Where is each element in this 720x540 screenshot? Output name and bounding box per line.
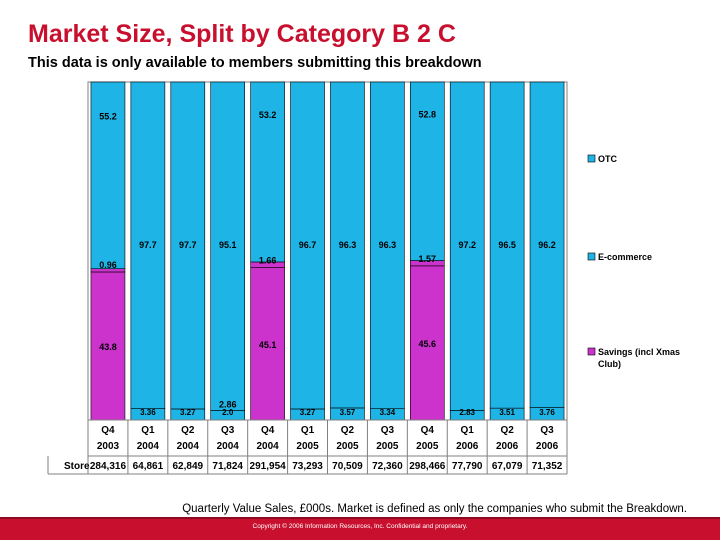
- tick-label-year: 2005: [336, 441, 359, 452]
- bar-segment-otc: [290, 81, 325, 410]
- data-label-small: 3.51: [499, 408, 515, 417]
- tick-label-quarter: Q3: [540, 425, 554, 436]
- tick-label-quarter: Q4: [101, 425, 115, 436]
- bar-segment-otc: [529, 81, 565, 408]
- page-title: Market Size, Split by Category B 2 C: [28, 20, 456, 48]
- data-label-otc: 96.3: [379, 240, 397, 250]
- data-label-ecommerce: 1.66: [259, 256, 277, 266]
- bar-segment-otc: [330, 81, 365, 409]
- data-label-small: 3.27: [300, 408, 316, 417]
- legend-label: Savings (incl Xmas Club): [598, 347, 680, 369]
- store-value: 73,293: [292, 461, 323, 472]
- tick-label-quarter: Q3: [221, 425, 235, 436]
- data-label-small: 3.76: [539, 408, 555, 417]
- bar-segment-otc: [449, 81, 485, 411]
- legend-label-line: Club): [598, 359, 621, 369]
- store-value: 64,861: [133, 461, 164, 472]
- data-label-otc: 96.7: [299, 240, 317, 250]
- data-label-savings: 43.8: [99, 342, 117, 352]
- tick-label-year: 2005: [376, 441, 399, 452]
- data-label-small: 3.36: [140, 408, 156, 417]
- plot-area: [87, 81, 568, 421]
- store-value: 67,079: [492, 461, 523, 472]
- bar-segment-otc: [370, 81, 405, 410]
- store-row-label: Store: [64, 461, 90, 472]
- data-label-otc: 52.8: [419, 110, 437, 120]
- tick-label-year: 2005: [296, 441, 319, 452]
- store-value: 284,316: [90, 461, 127, 472]
- copyright-text: Copyright © 2006 Information Resources, …: [252, 523, 468, 530]
- data-label-small: 2.0: [222, 408, 234, 417]
- store-value: 72,360: [372, 461, 403, 472]
- tick-label-quarter: Q1: [141, 425, 155, 436]
- data-label-small: 3.27: [180, 408, 196, 417]
- tick-label-quarter: Q4: [261, 425, 275, 436]
- legend-label: OTC: [598, 154, 617, 164]
- bar-segment-otc: [130, 81, 166, 409]
- store-value: 298,466: [409, 461, 446, 472]
- tick-label-year: 2006: [496, 441, 519, 452]
- legend-label-line: Savings (incl Xmas: [598, 347, 680, 357]
- legend-label: E-commerce: [598, 252, 652, 262]
- store-value: 71,352: [532, 461, 563, 472]
- data-label-otc: 96.2: [538, 240, 556, 250]
- store-value: 71,824: [212, 461, 243, 472]
- tick-label-quarter: Q1: [301, 425, 315, 436]
- data-label-ecommerce: 0.96: [99, 260, 117, 270]
- data-label-ecommerce: 1.57: [419, 254, 437, 264]
- bar-segment-otc: [250, 81, 285, 263]
- tick-label-year: 2005: [416, 441, 439, 452]
- page-subtitle: This data is only available to members s…: [28, 55, 482, 71]
- tick-label-year: 2006: [536, 441, 559, 452]
- bar-segment-savings: [409, 265, 445, 421]
- legend-swatch: [587, 347, 596, 356]
- tick-label-quarter: Q3: [381, 425, 395, 436]
- store-value: 291,954: [250, 461, 287, 472]
- store-value: 62,849: [172, 461, 203, 472]
- tick-label-quarter: Q2: [341, 425, 355, 436]
- bar-segment-savings: [250, 267, 285, 421]
- footer-bar: [0, 517, 720, 540]
- data-label-otc: 97.2: [458, 240, 476, 250]
- tick-label-year: 2006: [456, 441, 479, 452]
- tick-label-quarter: Q1: [461, 425, 475, 436]
- tick-label-quarter: Q2: [181, 425, 195, 436]
- store-value: 70,509: [332, 461, 363, 472]
- tick-label-year: 2004: [137, 441, 160, 452]
- bar-segment-otc: [489, 81, 525, 409]
- data-label-otc: 97.7: [179, 240, 197, 250]
- data-label-small: 3.57: [340, 408, 356, 417]
- bar-segment-otc: [90, 81, 126, 270]
- bar-segment-savings: [90, 271, 126, 421]
- stacked-bar-chart: 55.2 0.96 43.8 97.7 3.36 97.7 3.27 95.1 2.862.0 5…: [47, 81, 680, 475]
- tick-label-year: 2004: [217, 441, 240, 452]
- data-label-ecommerce: 2.86: [219, 399, 237, 409]
- tick-label-year: 2004: [177, 441, 200, 452]
- data-label-otc: 96.5: [498, 240, 516, 250]
- bar-segment-otc: [210, 81, 246, 411]
- bar-segment-otc: [409, 81, 445, 261]
- data-label-savings: 45.6: [419, 339, 437, 349]
- legend-swatch: [587, 252, 596, 261]
- data-label-otc: 55.2: [99, 111, 117, 121]
- data-label-otc: 95.1: [219, 240, 237, 250]
- tick-label-year: 2004: [257, 441, 280, 452]
- tick-label-year: 2003: [97, 441, 120, 452]
- data-label-otc: 96.3: [339, 240, 357, 250]
- data-label-otc: 97.7: [139, 240, 157, 250]
- tick-label-quarter: Q4: [421, 425, 435, 436]
- data-label-small: 2.83: [459, 408, 475, 417]
- bar-segment-otc: [170, 81, 206, 410]
- data-label-savings: 45.1: [259, 340, 277, 350]
- data-label-small: 3.34: [380, 408, 396, 417]
- legend-swatch: [587, 154, 596, 163]
- store-value: 77,790: [452, 461, 483, 472]
- data-label-otc: 53.2: [259, 110, 277, 120]
- chart-footnote: Quarterly Value Sales, £000s. Market is …: [182, 503, 687, 515]
- tick-label-quarter: Q2: [500, 425, 514, 436]
